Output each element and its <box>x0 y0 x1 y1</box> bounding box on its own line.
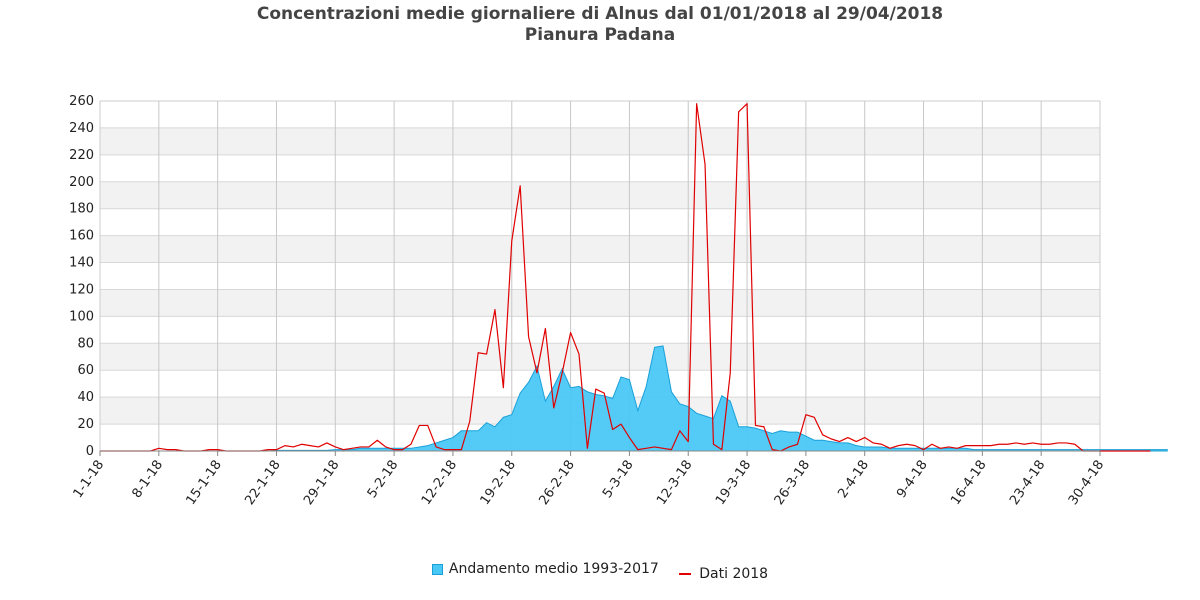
grid-band <box>100 343 1100 371</box>
y-tick-label: 220 <box>69 148 94 163</box>
x-tick-label: 1-1-18 <box>71 458 108 501</box>
x-tick-label: 12-3-18 <box>654 458 695 508</box>
y-tick-label: 200 <box>69 175 94 190</box>
x-tick-label: 19-2-18 <box>478 458 519 508</box>
grid-band <box>100 235 1100 263</box>
legend-label-series-1: Andamento medio 1993-2017 <box>448 561 659 577</box>
y-tick-label: 160 <box>69 229 94 244</box>
chart-title: Concentrazioni medie giornaliere di Alnu… <box>0 4 1200 46</box>
x-tick-label: 9-4-18 <box>894 458 931 501</box>
x-tick-label: 2-4-18 <box>835 458 872 501</box>
grid-band <box>100 181 1100 209</box>
x-tick-label: 29-1-18 <box>301 458 342 508</box>
y-tick-label: 180 <box>69 202 94 217</box>
x-tick-label: 15-1-18 <box>184 458 225 508</box>
grid-band <box>100 127 1100 155</box>
x-tick-label: 8-1-18 <box>129 458 166 501</box>
y-tick-label: 20 <box>77 417 94 432</box>
chart-subtitle: Pianura Padana <box>524 25 676 45</box>
chart-legend: Andamento medio 1993-2017 Dati 2018 <box>0 561 1200 582</box>
series-line-dati-2018 <box>100 103 1151 452</box>
y-tick-label: 240 <box>69 121 94 136</box>
legend-item-series-1[interactable]: Andamento medio 1993-2017 <box>431 561 659 577</box>
y-tick-label: 0 <box>86 444 94 459</box>
y-tick-label: 260 <box>69 94 94 109</box>
y-tick-label: 80 <box>77 336 94 351</box>
legend-label-series-2: Dati 2018 <box>699 565 769 582</box>
y-tick-label: 40 <box>77 390 94 405</box>
x-tick-label: 22-1-18 <box>242 458 283 508</box>
y-tick-label: 100 <box>69 309 94 324</box>
x-tick-label: 5-3-18 <box>600 458 637 501</box>
legend-swatch-line <box>679 572 692 575</box>
x-tick-label: 26-3-18 <box>772 458 813 508</box>
y-tick-label: 120 <box>69 282 94 297</box>
x-tick-label: 30-4-18 <box>1066 458 1107 508</box>
x-tick-label: 12-2-18 <box>419 458 460 508</box>
x-tick-label: 5-2-18 <box>365 458 402 501</box>
legend-item-series-2[interactable]: Dati 2018 <box>679 566 768 582</box>
y-tick-label: 60 <box>77 363 94 378</box>
legend-swatch-area <box>431 563 443 575</box>
x-tick-label: 16-4-18 <box>948 458 989 508</box>
x-tick-label: 23-4-18 <box>1007 458 1048 508</box>
grid-band <box>100 289 1100 317</box>
chart-title-main: Concentrazioni medie giornaliere di Alnu… <box>256 4 944 24</box>
series-area-andamento-medio <box>100 345 1168 452</box>
x-tick-label: 19-3-18 <box>713 458 754 508</box>
x-tick-label: 26-2-18 <box>536 458 577 508</box>
y-tick-label: 140 <box>69 256 94 271</box>
